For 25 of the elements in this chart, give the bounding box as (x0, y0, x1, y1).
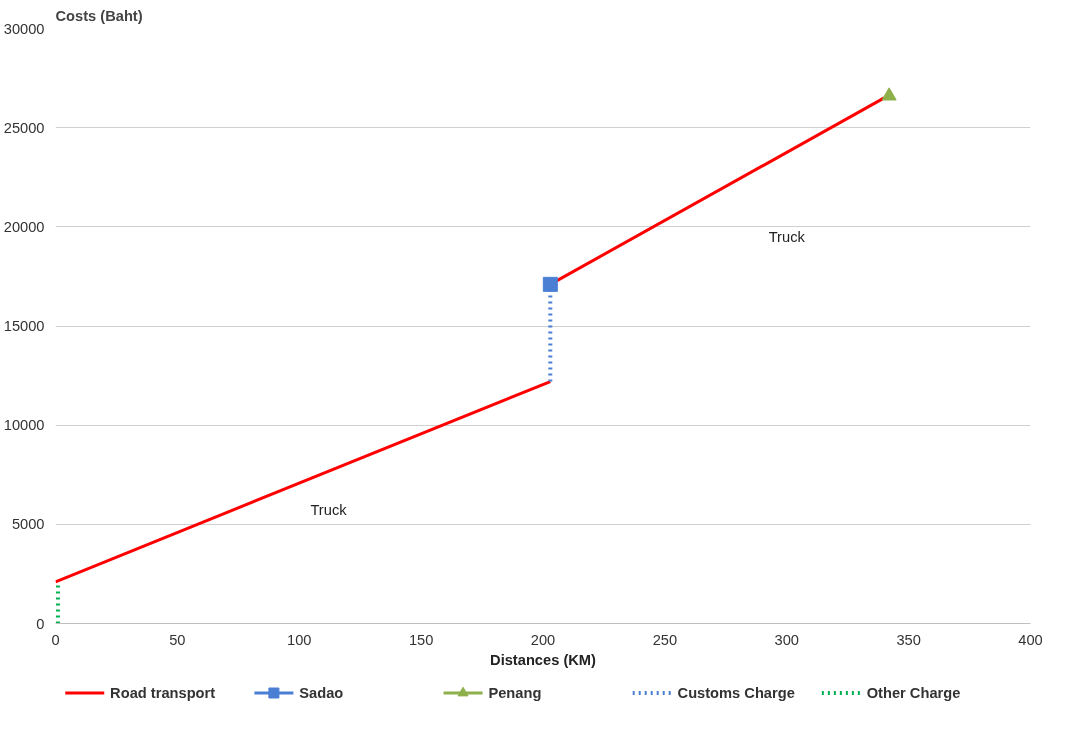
y-tick-label: 20000 (3, 218, 45, 235)
x-axis-title: Distances (KM) (490, 651, 597, 668)
y-axis-title: Costs (Baht) (55, 7, 143, 24)
legend-label: Customs Charge (677, 685, 795, 701)
y-tick-label: 15000 (3, 318, 45, 334)
x-tick-label: 200 (530, 631, 556, 648)
x-tick-label: 150 (408, 631, 434, 648)
y-tick-label: 30000 (3, 20, 45, 37)
x-tick-label: 50 (169, 631, 186, 648)
y-tick-label: 0 (36, 615, 45, 632)
legend-label: Sadao (299, 685, 344, 701)
annotation: Truck (768, 228, 806, 245)
y-tick-label: 10000 (3, 417, 45, 434)
legend-label: Other Charge (866, 685, 961, 701)
legend-label: Road transport (110, 685, 216, 701)
x-tick-label: 300 (774, 631, 799, 648)
x-tick-label: 0 (51, 631, 60, 648)
x-tick-label: 100 (287, 631, 312, 648)
y-tick-label: 5000 (11, 516, 45, 533)
x-tick-label: 250 (652, 631, 678, 648)
annotation: Truck (310, 502, 348, 519)
legend-label: Penang (488, 685, 542, 701)
x-tick-label: 400 (1018, 631, 1043, 648)
x-tick-label: 350 (896, 631, 921, 648)
y-tick-label: 25000 (3, 119, 45, 136)
